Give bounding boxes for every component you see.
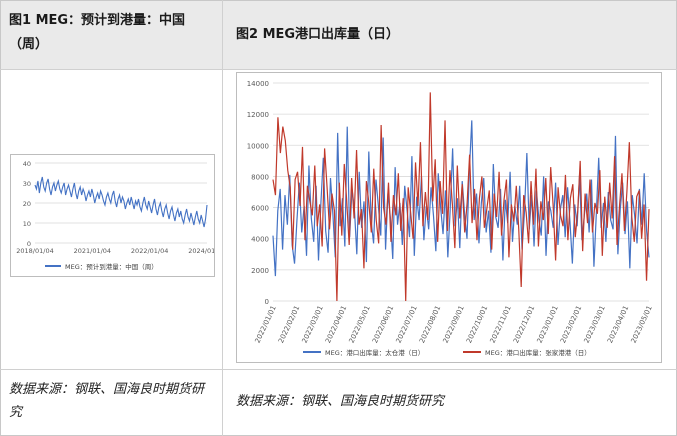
- x-tick-label: 2022/03/01: [301, 304, 325, 344]
- figure2-chart-box: 0 2000 4000 6000 8000 10000 12000 14000 2022/01/…: [236, 72, 662, 363]
- x-tick-label: 2018/01/04: [16, 247, 53, 255]
- y-tick-label: 4000: [251, 236, 269, 244]
- figure2-source: 数据来源：钢联、国海良时期货研究: [236, 394, 445, 409]
- x-tick-label: 2022/01/01: [254, 304, 278, 344]
- x-tick-label: 2024/01/04: [188, 247, 214, 255]
- figure1-chart-box: 0 10 20 30 40 2018/01/04 2021/01/04 2022/01/04 2…: [10, 154, 226, 277]
- legend-label-1: MEG：港口出库量：太仓港（日）: [325, 348, 424, 357]
- figure2-header-cell: [223, 1, 676, 69]
- x-tick-label: 2022/09/01: [442, 304, 466, 344]
- x-tick-label: 2023/04/01: [606, 304, 630, 344]
- x-tick-label: 2022/04/01: [324, 304, 348, 344]
- x-tick-label: 2022/05/01: [348, 304, 372, 344]
- y-tick-label: 14000: [247, 80, 269, 88]
- x-tick-label: 2022/02/01: [277, 304, 301, 344]
- x-tick-label: 2022/06/01: [371, 304, 395, 344]
- x-tick-label: 2022/12/01: [512, 304, 536, 344]
- y-tick-label: 2000: [251, 267, 269, 275]
- y-tick-label: 30: [23, 180, 31, 188]
- x-tick-label: 2023/02/01: [559, 304, 583, 344]
- figure1-source: 数据来源：钢联、国海良时期货研究: [9, 382, 205, 420]
- legend-label-1: MEG：预计到港量：中国（周）: [65, 262, 158, 271]
- x-tick-label: 2022/11/01: [489, 304, 513, 344]
- x-tick-label: 2023/03/01: [583, 304, 607, 344]
- figure2-title: 图2 MEG港口出库量（日）: [236, 27, 400, 42]
- weekly-arrivals-chart: 0 10 20 30 40 2018/01/04 2021/01/04 2022/01/04 2…: [16, 160, 225, 271]
- y-tick-label: 6000: [251, 205, 269, 213]
- legend-label-2: MEG：港口出库量：张家港港（日）: [485, 348, 591, 357]
- series-line-2: [272, 92, 650, 302]
- y-tick-label: 40: [23, 160, 31, 168]
- series-line-1: [34, 176, 208, 228]
- x-tick-label: 2021/01/04: [74, 247, 111, 255]
- figure1-title: 图1 MEG：预计到港量：中国（周）: [9, 13, 186, 52]
- x-tick-label: 2022/10/01: [465, 304, 489, 344]
- x-tick-label: 2022/01/04: [131, 247, 168, 255]
- figure1-header-cell: [1, 1, 222, 69]
- y-tick-label: 0: [265, 298, 269, 306]
- y-tick-label: 0: [27, 240, 31, 248]
- x-tick-label: 2022/07/01: [395, 304, 419, 344]
- column-divider: [222, 0, 223, 436]
- y-tick-label: 8000: [251, 173, 269, 181]
- x-tick-label: 2023/05/01: [630, 304, 654, 344]
- port-outflow-chart: 0 2000 4000 6000 8000 10000 12000 14000 2022/01/…: [247, 80, 654, 357]
- y-tick-label: 12000: [247, 111, 269, 119]
- source-divider: [0, 369, 677, 370]
- x-tick-label: 2022/08/01: [418, 304, 442, 344]
- x-tick-label: 2023/01/01: [536, 304, 560, 344]
- y-tick-label: 10: [23, 220, 31, 228]
- y-tick-label: 20: [23, 200, 31, 208]
- y-tick-label: 10000: [247, 142, 269, 150]
- header-divider: [0, 69, 677, 70]
